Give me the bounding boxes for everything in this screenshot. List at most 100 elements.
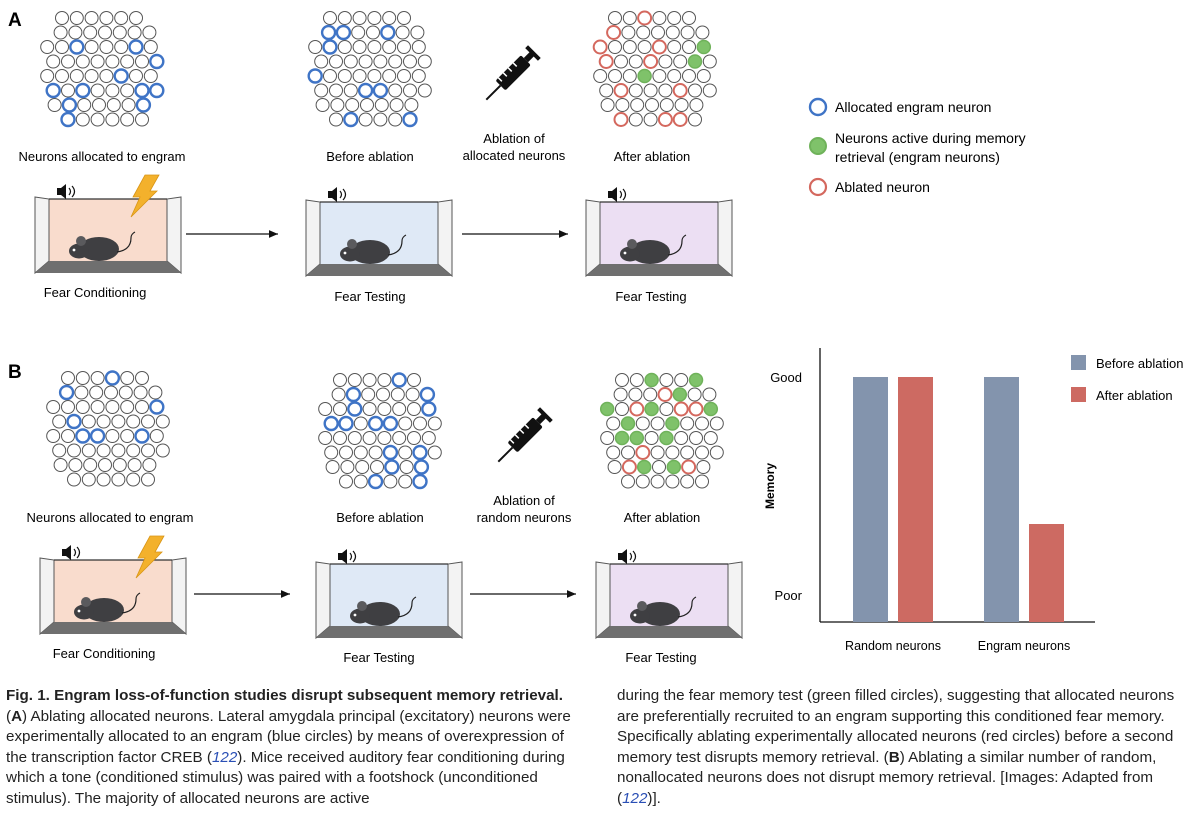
neuron-circle [339, 474, 353, 489]
neuron-circle [135, 97, 152, 113]
neuron-circle [134, 82, 150, 99]
neuron-circle [374, 98, 389, 112]
citation-link[interactable]: 122 [622, 789, 648, 807]
neuron-circle [118, 385, 133, 400]
after-label-a: After ablation [614, 149, 691, 164]
legend-active-label-2: retrieval (engram neurons) [835, 149, 1000, 165]
neuron-circle [413, 459, 430, 475]
neuron-circle [592, 39, 608, 55]
neuron-circle [650, 474, 665, 489]
neuron-circle [368, 445, 383, 460]
neuron-circle [680, 445, 695, 460]
neuron-circle [362, 402, 377, 416]
neuron-circle [67, 472, 81, 487]
neuron-circle [650, 445, 665, 460]
neuron-circle [333, 431, 347, 445]
neuron-circle [390, 387, 405, 402]
chart-category-label: Random neurons [845, 639, 941, 653]
neuron-circle [367, 415, 384, 432]
neuron-cluster-a-before [307, 11, 432, 128]
legend-ablated-label: Ablated neuron [835, 179, 930, 195]
neuron-circle [105, 112, 120, 127]
citation-link[interactable]: 122 [211, 748, 238, 766]
neuron-circle [643, 112, 658, 127]
neuron-circle [343, 54, 358, 69]
neuron-circle [614, 54, 628, 69]
before-label-a: Before ablation [326, 149, 413, 164]
neuron-circle [392, 431, 407, 445]
neuron-circle [397, 69, 411, 83]
neuron-circle [142, 25, 157, 40]
neuron-circle [620, 416, 636, 431]
neuron-circle [120, 112, 135, 127]
neuron-circle [652, 460, 666, 474]
neuron-circle [126, 472, 141, 487]
neuron-circle [674, 373, 689, 387]
neuron-circle [398, 445, 413, 460]
neuron-circle [333, 402, 347, 416]
neuron-circle [382, 40, 397, 54]
neuron-circle [84, 11, 99, 25]
chart-legend-label-before: Before ablation [1096, 356, 1183, 371]
neuron-circle [141, 443, 155, 458]
neuron-circle [120, 400, 135, 414]
neuron-circle [377, 431, 392, 445]
neuron-circle [397, 11, 411, 25]
memory-bar-chart: Memory Good Poor Random neurons Engram n… [763, 348, 1183, 653]
mouse-icon [350, 596, 417, 626]
caption-title: Fig. 1. Engram loss-of-function studies … [6, 687, 563, 704]
before-label-b: Before ablation [336, 510, 423, 525]
neuron-circle [407, 373, 421, 387]
neuron-circle [308, 40, 323, 54]
neuron-circle [598, 54, 614, 69]
neuron-circle [323, 11, 337, 25]
neuron-circle [141, 472, 155, 487]
mouse-icon [340, 234, 407, 264]
lightning-bolt-icon [130, 174, 160, 218]
neuron-circle [629, 430, 645, 446]
neuron-circle [352, 69, 367, 83]
chamber-testing-a-1 [305, 187, 453, 278]
neuron-circle [324, 445, 339, 460]
neuron-circle [149, 399, 165, 415]
neuron-circle [703, 431, 718, 445]
neuron-circle [61, 97, 78, 113]
neuron-circle [658, 83, 673, 98]
neuron-circle [644, 401, 659, 417]
neuron-circle [413, 416, 427, 431]
neuron-circle [380, 24, 396, 41]
neuron-circle [688, 83, 702, 98]
speaker-icon [62, 545, 81, 560]
neuron-circle [613, 83, 629, 98]
neuron-circle [665, 445, 680, 460]
neuron-circle [388, 83, 403, 98]
neuron-circle [128, 39, 144, 55]
neuron-circle [315, 98, 330, 112]
neuron-circle [337, 69, 352, 83]
neuron-circle [68, 458, 83, 472]
neuron-circle [407, 402, 421, 416]
neuron-circle [682, 69, 696, 83]
neuron-circle [622, 11, 637, 25]
neuron-circle [129, 69, 143, 83]
panel-b-letter: B [8, 362, 22, 383]
neuron-circle [643, 387, 658, 402]
neuron-circle [355, 460, 370, 474]
neuron-circle [111, 443, 126, 458]
neuron-circle [61, 83, 75, 98]
neuron-circle [665, 474, 680, 489]
neuron-circle [366, 25, 380, 40]
neuron-circle [410, 25, 425, 40]
neuron-circle [621, 445, 635, 460]
neuron-circle [696, 39, 712, 55]
neuron-circle [688, 372, 704, 388]
neuron-circle [407, 431, 421, 445]
neuron-circle [688, 401, 704, 417]
neuron-circle [667, 40, 682, 54]
neuron-circle [600, 98, 615, 112]
neuron-circle [83, 25, 98, 40]
neuron-circle [339, 445, 353, 460]
neuron-circle [628, 112, 643, 127]
testing-label-b-1: Fear Testing [343, 650, 414, 665]
caption-column-right: during the fear memory test (green fille… [617, 686, 1199, 809]
